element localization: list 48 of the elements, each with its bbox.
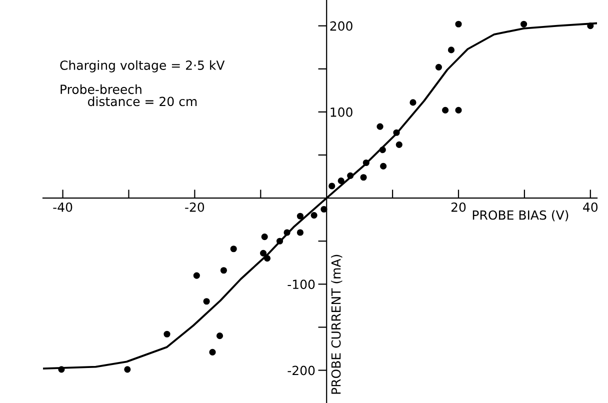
point: [376, 123, 384, 130]
point: [296, 212, 304, 220]
y-tick-label: -100: [288, 280, 315, 290]
point: [347, 172, 354, 179]
point: [455, 20, 462, 28]
x-tick-label: -20: [185, 202, 204, 212]
point: [320, 206, 328, 213]
point: [209, 348, 216, 356]
point: [379, 146, 386, 154]
point: [435, 64, 442, 70]
point: [328, 182, 336, 190]
point: [124, 366, 131, 373]
point: [203, 298, 210, 305]
point: [410, 99, 416, 106]
y-tick-label: -200: [288, 366, 315, 376]
point: [276, 238, 284, 244]
point: [362, 159, 370, 166]
point: [260, 250, 267, 256]
point: [193, 272, 200, 279]
point: [520, 20, 528, 28]
point: [216, 332, 224, 340]
point: [261, 234, 268, 240]
point: [220, 267, 228, 274]
point: [296, 229, 304, 236]
annotation: Charging voltage = 2·5 kV: [60, 60, 225, 72]
point: [448, 46, 455, 54]
x-tick-label: 20: [451, 202, 466, 212]
point: [455, 106, 462, 114]
point: [338, 178, 344, 184]
y2-axis-title: PROBE CURRENT (mA): [331, 254, 342, 394]
point: [284, 229, 290, 236]
point: [360, 174, 367, 181]
y2-tick-label: 100: [330, 107, 352, 117]
annotation: Probe-breech distance = 20 cm: [60, 84, 197, 106]
point: [442, 106, 449, 114]
point: [310, 212, 318, 219]
x-tick-label: -40: [53, 202, 72, 212]
point: [58, 366, 65, 373]
point: [380, 162, 387, 170]
x-tick-label: 40: [583, 202, 598, 212]
point: [164, 330, 170, 338]
point: [230, 246, 237, 252]
y2-tick-label: 200: [330, 21, 352, 31]
x-axis-title: PROBE BIAS (V): [472, 210, 568, 222]
point: [393, 129, 400, 136]
point: [396, 141, 402, 148]
point: [587, 22, 594, 30]
point: [264, 255, 271, 262]
